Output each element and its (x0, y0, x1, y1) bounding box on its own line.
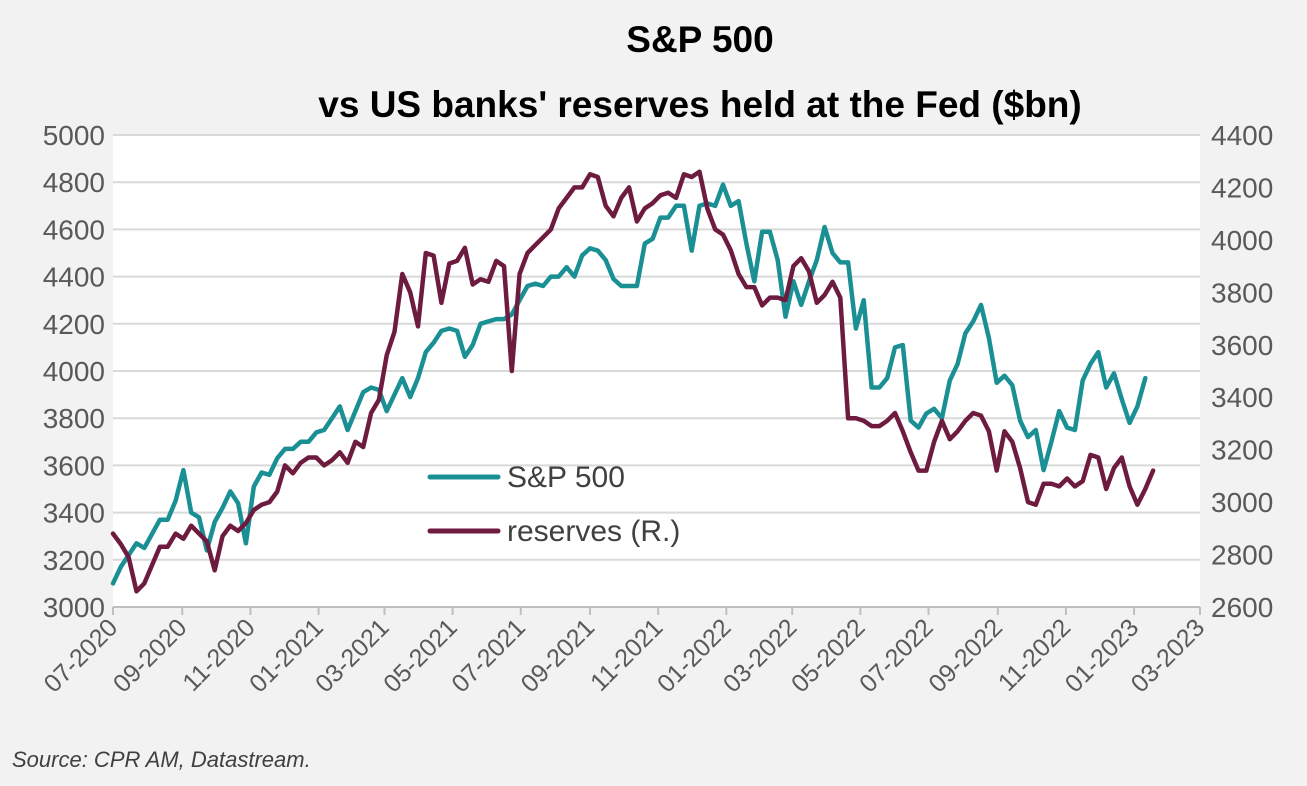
y-right-tick-label: 3800 (1211, 277, 1273, 308)
y-left-tick-label: 3200 (43, 545, 105, 576)
legend-label: reserves (R.) (507, 515, 680, 548)
y-right-tick-label: 3200 (1211, 435, 1273, 466)
y-left-tick-label: 4400 (43, 262, 105, 293)
legend: S&P 500 reserves (R.) (427, 461, 680, 548)
source-note: Source: CPR AM, Datastream. (12, 747, 311, 772)
y-left-tick-label: 5000 (43, 120, 105, 151)
y-right-tick-label: 2600 (1211, 592, 1273, 623)
y-right-tick-label: 3000 (1211, 487, 1273, 518)
y-right-tick-label: 2800 (1211, 540, 1273, 571)
chart-title: S&P 500 (626, 19, 773, 60)
y-right-tick-label: 3400 (1211, 382, 1273, 413)
y-left-tick-label: 4200 (43, 309, 105, 340)
y-left-tick-label: 4600 (43, 214, 105, 245)
y-left-tick-label: 3000 (43, 592, 105, 623)
y-right-tick-label: 3600 (1211, 330, 1273, 361)
y-left-tick-label: 4800 (43, 167, 105, 198)
legend-label: S&P 500 (507, 461, 625, 494)
chart-subtitle: vs US banks' reserves held at the Fed ($… (318, 84, 1081, 125)
y-left-tick-label: 3600 (43, 450, 105, 481)
y-right-tick-label: 4200 (1211, 172, 1273, 203)
y-right-tick-label: 4400 (1211, 120, 1273, 151)
series-line-reserves (110, 169, 1156, 594)
y-left-tick-label: 4000 (43, 356, 105, 387)
y-right-tick-label: 4000 (1211, 225, 1273, 256)
series-line-sp500 (110, 182, 1148, 586)
series-lines (110, 169, 1156, 594)
y-left-tick-label: 3800 (43, 403, 105, 434)
y-left-tick-label: 3400 (43, 498, 105, 529)
